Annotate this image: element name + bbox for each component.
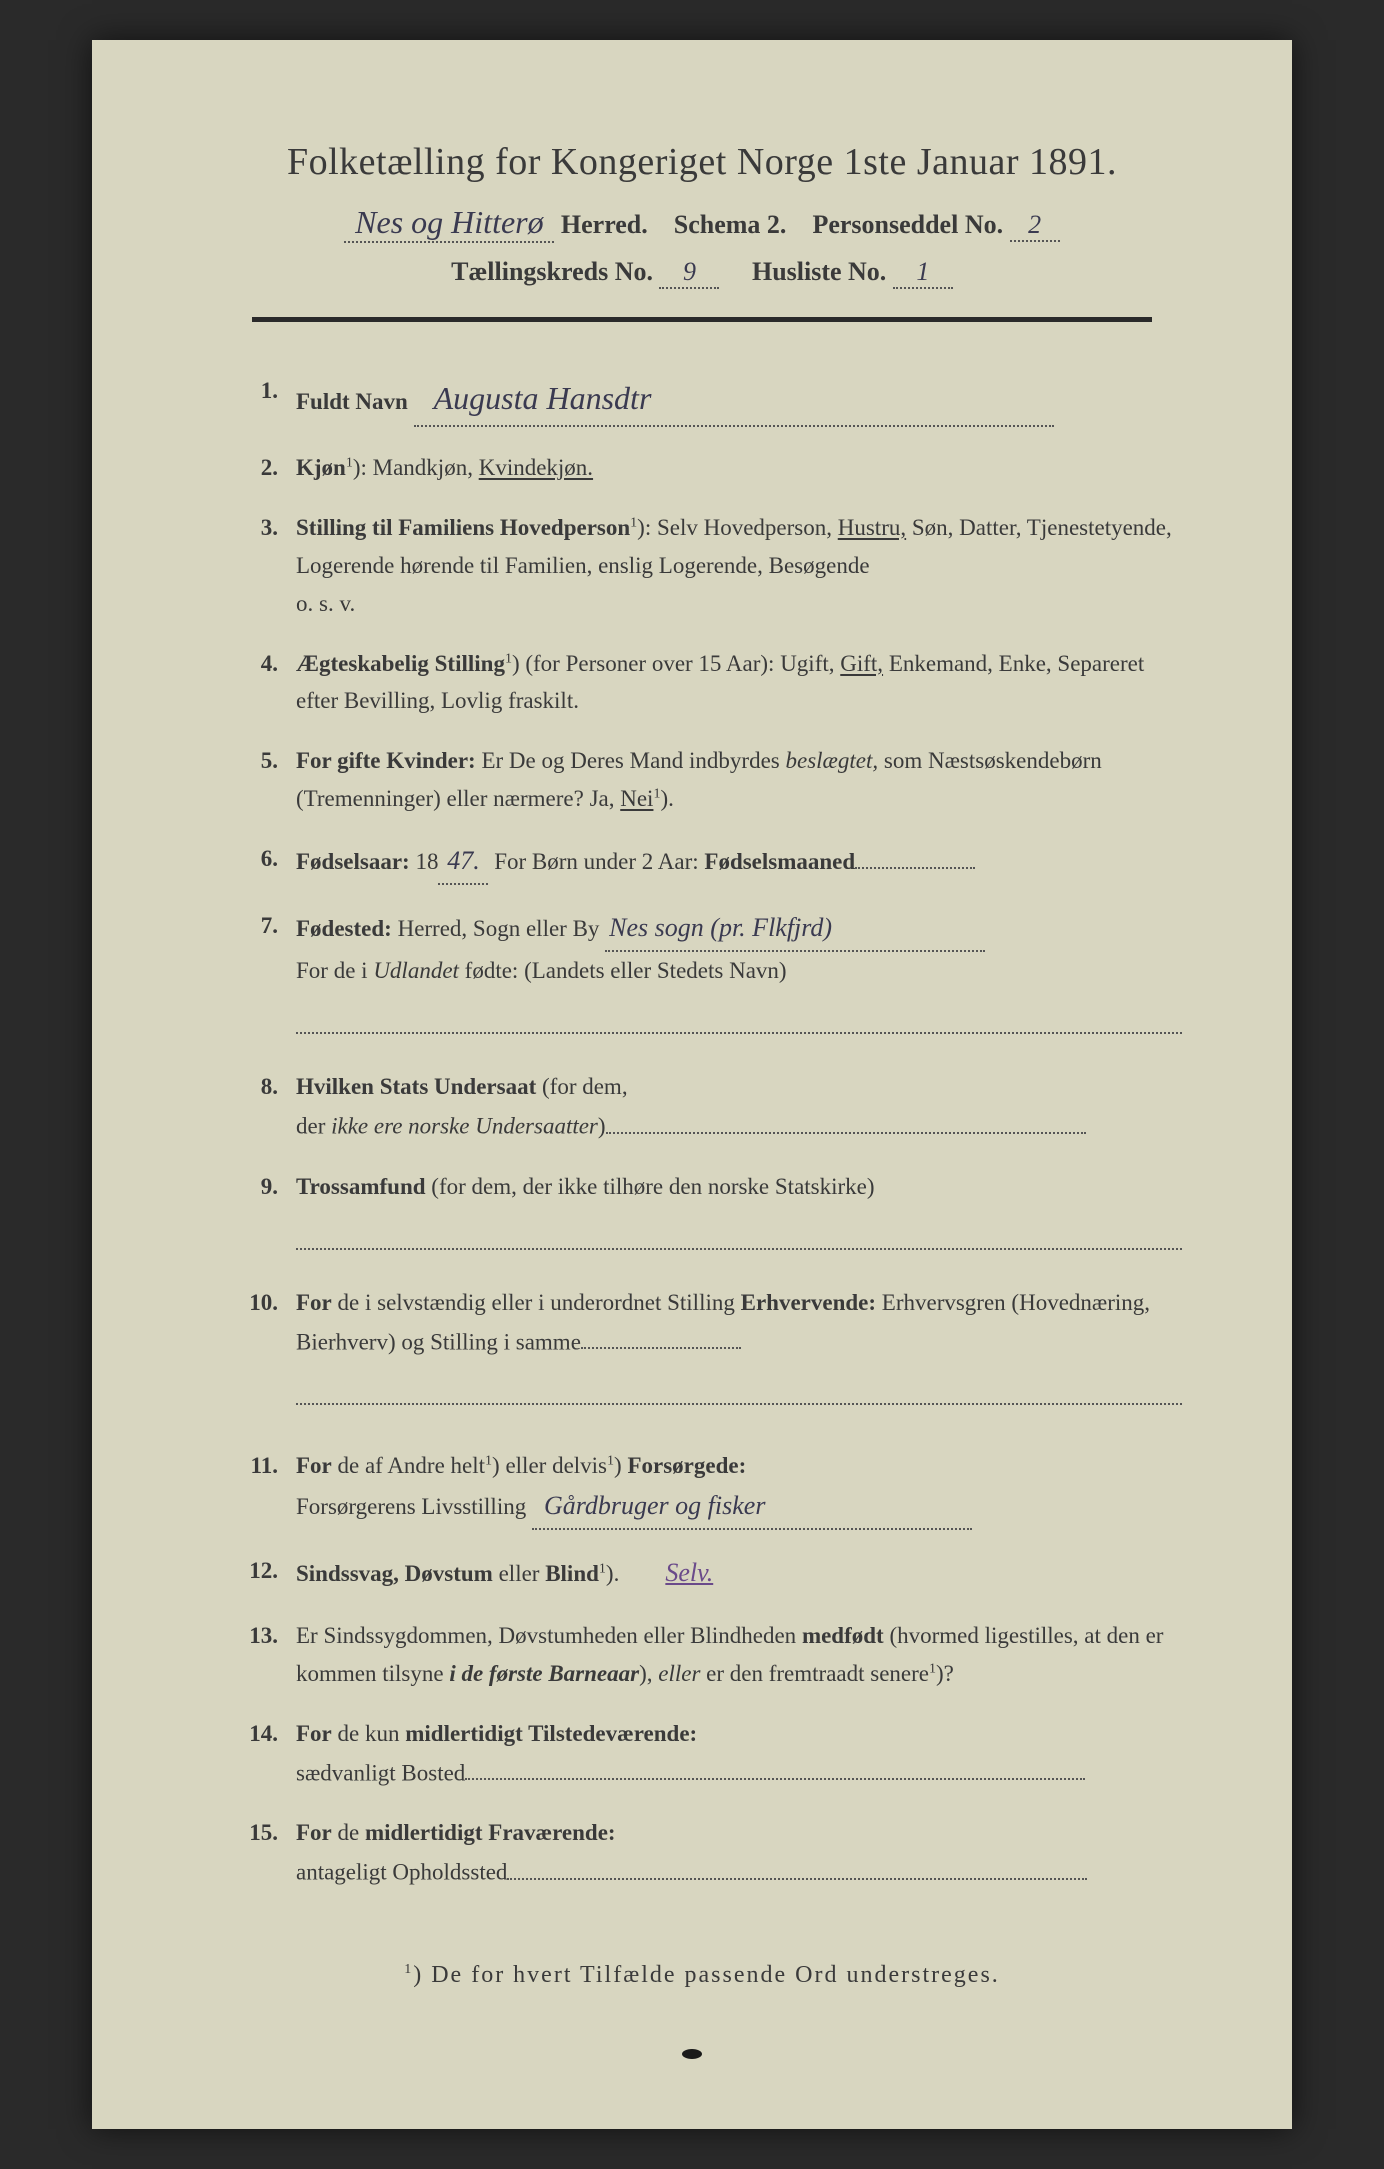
personseddel-label: Personseddel No. xyxy=(812,210,1003,239)
footnote: 1) De for hvert Tilfælde passende Ord un… xyxy=(222,1962,1182,1989)
entry-14: 14. For de kun midlertidigt Tilstedevære… xyxy=(236,1715,1182,1792)
form-entries: 1. Fuldt Navn Augusta Hansdtr 2. Kjøn1):… xyxy=(222,372,1182,1892)
entry-12: 12. Sindssvag, Døvstum eller Blind1). Se… xyxy=(236,1552,1182,1595)
entry-11: 11. For de af Andre helt1) eller delvis1… xyxy=(236,1447,1182,1530)
entry-9: 9. Trossamfund (for dem, der ikke tilhør… xyxy=(236,1168,1182,1262)
herred-label: Herred. xyxy=(561,210,648,239)
census-form-page: Folketælling for Kongeriget Norge 1ste J… xyxy=(92,40,1292,2129)
header-line-1: Nes og Hitterø Herred. Schema 2. Persons… xyxy=(222,204,1182,243)
entry-7: 7. Fødested: Herred, Sogn eller By Nes s… xyxy=(236,907,1182,1046)
full-name-value: Augusta Hansdtr xyxy=(414,372,1054,427)
provider-occupation: Gårdbruger og fisker xyxy=(532,1485,972,1530)
taellingskreds-label: Tællingskreds No. xyxy=(451,257,653,286)
entry-8: 8. Hvilken Stats Undersaat (for dem, der… xyxy=(236,1068,1182,1145)
entry-15: 15. For de midlertidigt Fraværende: anta… xyxy=(236,1814,1182,1891)
marital-selected: Gift, xyxy=(840,651,883,676)
birthplace-value: Nes sogn (pr. Flkfjrd) xyxy=(605,907,985,952)
divider xyxy=(252,317,1152,322)
birth-year: 47. xyxy=(438,840,488,885)
related-selected: Nei xyxy=(620,786,653,811)
entry-5: 5. For gifte Kvinder: Er De og Deres Man… xyxy=(236,742,1182,818)
herred-handwritten: Nes og Hitterø xyxy=(344,204,554,243)
entry-10: 10. For de i selvstændig eller i underor… xyxy=(236,1284,1182,1418)
entry-13: 13. Er Sindssygdommen, Døvstumheden elle… xyxy=(236,1617,1182,1693)
entry-1: 1. Fuldt Navn Augusta Hansdtr xyxy=(236,372,1182,427)
taellingskreds-no: 9 xyxy=(659,257,719,289)
entry-3: 3. Stilling til Familiens Hovedperson1):… xyxy=(236,509,1182,623)
disability-value: Selv. xyxy=(665,1558,713,1587)
relation-selected: Hustru, xyxy=(838,515,906,540)
gender-selected: Kvindekjøn. xyxy=(479,455,593,480)
schema-label: Schema 2. xyxy=(674,210,787,239)
main-title: Folketælling for Kongeriget Norge 1ste J… xyxy=(222,140,1182,184)
ink-blot xyxy=(682,2049,702,2059)
entry-4: 4. Ægteskabelig Stilling1) (for Personer… xyxy=(236,645,1182,721)
husliste-no: 1 xyxy=(893,257,953,289)
entry-6: 6. Fødselsaar: 1847. For Børn under 2 Aa… xyxy=(236,840,1182,885)
personseddel-no: 2 xyxy=(1010,210,1060,242)
header-line-2: Tællingskreds No. 9 Husliste No. 1 xyxy=(222,257,1182,289)
husliste-label: Husliste No. xyxy=(752,257,886,286)
entry-2: 2. Kjøn1): Mandkjøn, Kvindekjøn. xyxy=(236,449,1182,487)
